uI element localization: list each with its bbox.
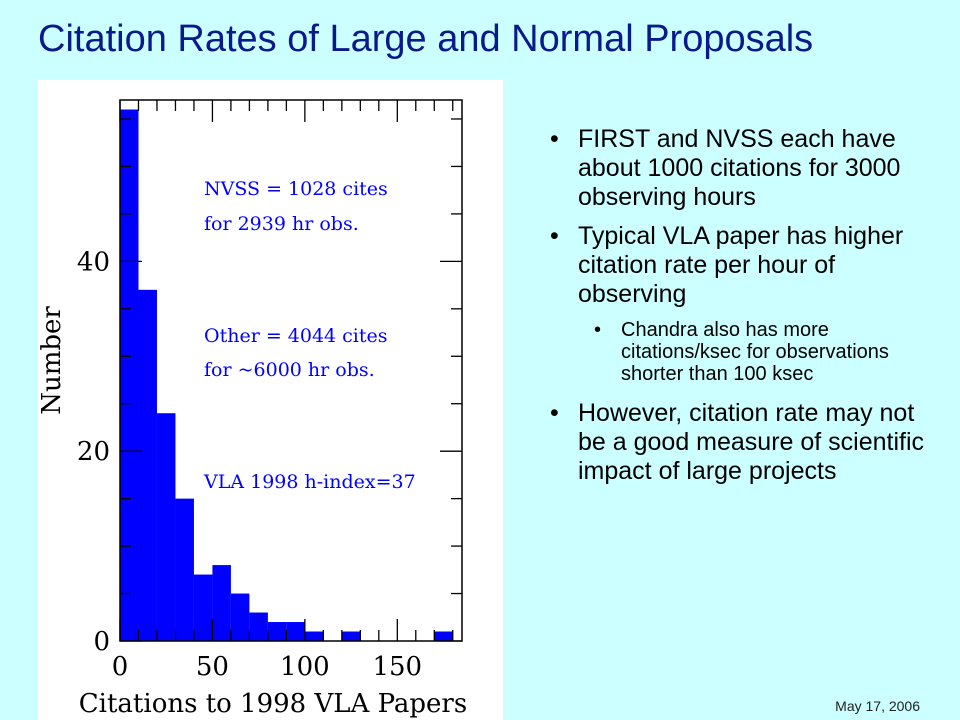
histogram-panel: 0 50 100 150 0 20 40 Citations to 1998 VLA Pape… xyxy=(38,80,503,720)
x-tick-label-100: 100 xyxy=(280,652,330,682)
histogram-bar-170 xyxy=(434,631,453,641)
histogram-bar-80 xyxy=(267,622,287,641)
histogram-bar-60 xyxy=(230,593,250,641)
y-tick-label-40: 40 xyxy=(77,247,110,277)
chart-annotation-0: NVSS = 1028 cites xyxy=(204,178,388,200)
chart-annotation-3: for ~6000 hr obs. xyxy=(204,359,375,381)
histogram-bar-120 xyxy=(341,631,361,641)
citation-histogram: 0 50 100 150 0 20 40 Citations to 1998 VLA Pape… xyxy=(38,99,467,719)
x-axis-label: Citations to 1998 VLA Papers xyxy=(79,689,467,719)
chart-annotation-4: VLA 1998 h-index=37 xyxy=(203,471,416,493)
histogram-bar-70 xyxy=(249,612,268,641)
histogram-bar-0 xyxy=(120,109,139,642)
x-tick-label-0: 0 xyxy=(112,652,129,682)
bullet-however: However, citation rate may not be a good… xyxy=(548,399,938,486)
sub-bullet-chandra: Chandra also has more citations/ksec for… xyxy=(548,319,938,385)
chart-annotation-2: Other = 4044 cites xyxy=(204,325,388,347)
x-tick-label-150: 150 xyxy=(372,652,422,682)
histogram-bar-20 xyxy=(156,413,176,641)
histogram-bar-100 xyxy=(304,631,324,641)
x-tick-label-50: 50 xyxy=(196,652,229,682)
slide-title: Citation Rates of Large and Normal Propo… xyxy=(38,18,814,60)
histogram-bar-40 xyxy=(193,574,213,641)
bullet-first-nvss: FIRST and NVSS each have about 1000 cita… xyxy=(548,125,938,212)
histogram-bar-10 xyxy=(138,289,157,641)
histogram-bar-50 xyxy=(212,565,231,641)
y-tick-label-0: 0 xyxy=(93,627,110,657)
histogram-bar-90 xyxy=(286,622,305,641)
bullet-typical-vla: Typical VLA paper has higher citation ra… xyxy=(548,222,938,309)
histogram-bar-30 xyxy=(175,498,194,641)
plot-frame xyxy=(119,99,463,642)
y-axis-label: Number xyxy=(38,306,67,415)
footer-date: May 17, 2006 xyxy=(835,698,920,714)
bullet-list: FIRST and NVSS each have about 1000 cita… xyxy=(548,125,938,496)
chart-annotation-1: for 2939 hr obs. xyxy=(204,213,359,235)
y-tick-label-20: 20 xyxy=(77,437,110,467)
